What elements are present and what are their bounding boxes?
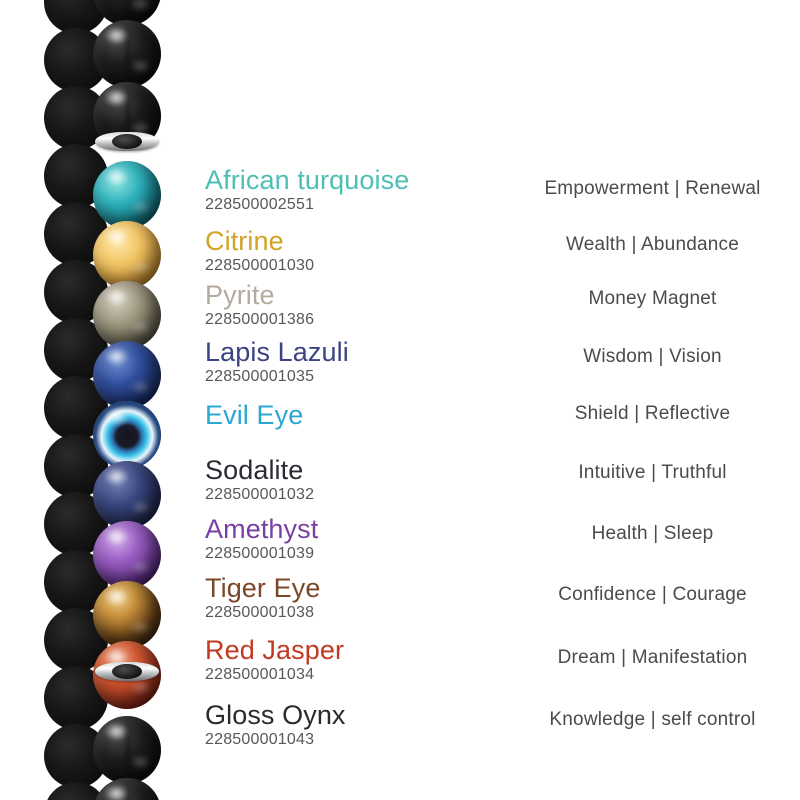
attribute-2: Money Magnet (588, 288, 717, 309)
evil-eye-bead (93, 401, 161, 469)
citrine-bead (93, 221, 161, 289)
stone-code: 228500001032 (205, 486, 315, 503)
attribute-3: Wisdom | Vision (583, 346, 722, 367)
stone-name-column: African turquoise 228500002551 Citrine 2… (205, 0, 505, 800)
stone-entry-0: African turquoise 228500002551 (205, 165, 409, 214)
stone-entry-1: Citrine 228500001030 (205, 226, 314, 275)
stone-code: 228500001030 (205, 257, 315, 274)
stone-name: Tiger Eye (205, 573, 321, 603)
attribute-4: Shield | Reflective (574, 403, 731, 424)
attribute-6: Health | Sleep (591, 523, 714, 544)
gloss-onyx-bead (93, 716, 161, 784)
stone-code: 228500001043 (205, 731, 315, 748)
lapis-lazuli-bead (93, 341, 161, 409)
attribute-column: Empowerment | Renewal Wealth | Abundance… (505, 0, 800, 800)
stone-name: Sodalite (205, 455, 304, 485)
silver-hematite-spacer (95, 132, 159, 151)
attribute-7: Confidence | Courage (558, 584, 747, 605)
tiger-eye-bead (93, 581, 161, 649)
stone-code: 228500001034 (205, 666, 315, 683)
stone-code: 228500001386 (205, 311, 315, 328)
stone-name: Pyrite (205, 280, 275, 310)
stone-entry-8: Red Jasper 228500001034 (205, 635, 344, 684)
attribute-8: Dream | Manifestation (557, 647, 748, 668)
attribute-9: Knowledge | self control (549, 709, 756, 730)
stone-code: 228500001039 (205, 545, 315, 562)
stone-name: Lapis Lazuli (205, 337, 349, 367)
pyrite-bead (93, 281, 161, 349)
stone-name: African turquoise (205, 165, 410, 195)
stone-name: Evil Eye (205, 400, 304, 430)
attribute-0: Empowerment | Renewal (544, 178, 761, 199)
stone-entry-2: Pyrite 228500001386 (205, 280, 314, 329)
stone-code: 228500001035 (205, 368, 315, 385)
stone-name: Red Jasper (205, 635, 345, 665)
sodalite-bead (93, 461, 161, 529)
gloss-onyx-bead (93, 778, 161, 800)
gloss-onyx-bead (93, 20, 161, 88)
stone-entry-3: Lapis Lazuli 228500001035 (205, 337, 349, 386)
amethyst-bead (93, 521, 161, 589)
stone-entry-6: Amethyst 228500001039 (205, 514, 318, 563)
stone-name: Citrine (205, 226, 284, 256)
matte-bead (44, 782, 108, 800)
stone-entry-9: Gloss Oynx 228500001043 (205, 700, 346, 749)
stone-code: 228500002551 (205, 196, 315, 213)
attribute-5: Intuitive | Truthful (578, 462, 727, 483)
african-turquoise-bead (93, 161, 161, 229)
gemstone-bead-strand (93, 0, 161, 800)
stone-name: Gloss Oynx (205, 700, 346, 730)
stone-entry-5: Sodalite 228500001032 (205, 455, 314, 504)
stone-name: Amethyst (205, 514, 319, 544)
stone-entry-4: Evil Eye (205, 400, 303, 430)
silver-hematite-spacer (95, 662, 159, 681)
attribute-1: Wealth | Abundance (566, 234, 739, 255)
stone-entry-7: Tiger Eye 228500001038 (205, 573, 320, 622)
bracelet-strands (0, 0, 200, 800)
stone-code: 228500001038 (205, 604, 315, 621)
